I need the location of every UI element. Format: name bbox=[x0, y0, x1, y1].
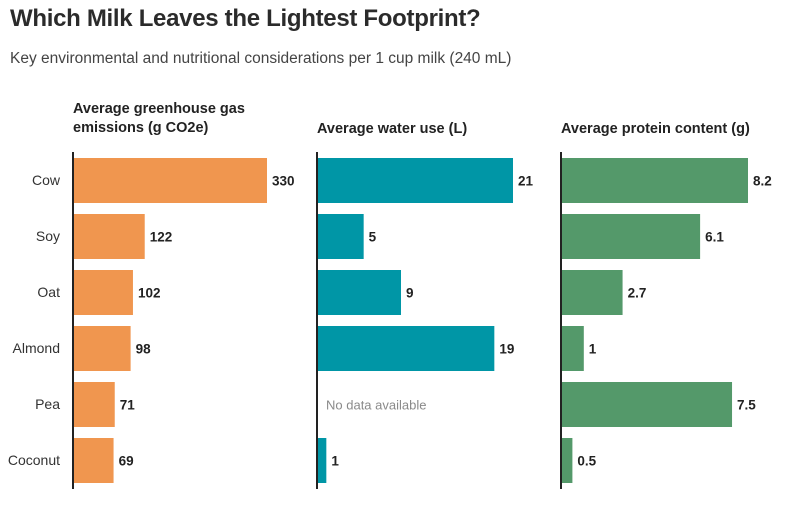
chart-subtitle: Key environmental and nutritional consid… bbox=[10, 50, 512, 67]
value-label: 8.2 bbox=[753, 174, 772, 189]
category-label: Coconut bbox=[7, 452, 60, 468]
bar-cow bbox=[73, 158, 267, 203]
panel-title-water: Average water use (L) bbox=[317, 120, 467, 139]
category-label: Cow bbox=[31, 172, 60, 188]
value-label: 71 bbox=[120, 398, 136, 413]
value-label: 102 bbox=[138, 286, 161, 301]
bar-almond bbox=[73, 326, 131, 371]
bar-almond bbox=[561, 326, 584, 371]
bar-coconut bbox=[317, 438, 327, 483]
category-label: Oat bbox=[37, 284, 60, 300]
bar-oat bbox=[317, 270, 401, 315]
value-label: 122 bbox=[150, 230, 173, 245]
category-label: Pea bbox=[35, 396, 60, 412]
bar-soy bbox=[73, 214, 145, 259]
bar-soy bbox=[317, 214, 364, 259]
panel-title-protein: Average protein content (g) bbox=[561, 120, 750, 139]
value-label: 5 bbox=[369, 230, 377, 245]
panel-title-line: emissions (g CO2e) bbox=[73, 120, 209, 136]
value-label: 2.7 bbox=[628, 286, 647, 301]
value-label: 69 bbox=[119, 454, 134, 469]
bar-soy bbox=[561, 214, 701, 259]
value-label: 19 bbox=[499, 342, 514, 357]
bar-cow bbox=[561, 158, 748, 203]
panel-title-emissions: Average greenhouse gas emissions (g CO2e… bbox=[73, 100, 245, 138]
panel-title-line: Average greenhouse gas bbox=[73, 101, 245, 117]
bar-pea bbox=[73, 382, 115, 427]
value-label: 6.1 bbox=[705, 230, 724, 245]
bar-almond bbox=[317, 326, 495, 371]
bar-oat bbox=[73, 270, 133, 315]
value-label: 330 bbox=[272, 174, 295, 189]
bar-coconut bbox=[561, 438, 573, 483]
value-label: 98 bbox=[136, 342, 152, 357]
bar-cow bbox=[317, 158, 513, 203]
panel-title-line: Average protein content (g) bbox=[561, 121, 750, 137]
no-data-label: No data available bbox=[326, 398, 426, 413]
category-label: Soy bbox=[35, 228, 60, 244]
value-label: 9 bbox=[406, 286, 414, 301]
value-label: 1 bbox=[331, 454, 339, 469]
value-label: 21 bbox=[518, 174, 534, 189]
bar-coconut bbox=[73, 438, 114, 483]
value-label: 1 bbox=[589, 342, 597, 357]
value-label: 7.5 bbox=[737, 398, 756, 413]
value-label: 0.5 bbox=[577, 454, 596, 469]
bar-pea bbox=[561, 382, 733, 427]
chart-title: Which Milk Leaves the Lightest Footprint… bbox=[10, 5, 481, 32]
bar-oat bbox=[561, 270, 623, 315]
category-label: Almond bbox=[12, 340, 60, 356]
panel-title-line: Average water use (L) bbox=[317, 121, 468, 137]
